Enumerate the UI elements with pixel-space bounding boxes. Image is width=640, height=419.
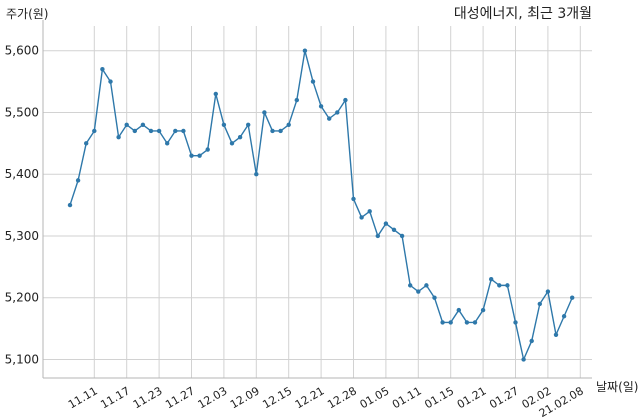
data-point	[302, 48, 308, 53]
data-point	[497, 283, 502, 288]
x-tick-label: 01.27	[487, 384, 521, 411]
data-point	[327, 116, 332, 121]
data-point	[343, 97, 348, 103]
y-tick-label: 5,400	[5, 167, 39, 181]
data-point	[286, 122, 291, 128]
data-point	[189, 153, 194, 158]
data-point	[181, 128, 186, 134]
data-point	[480, 307, 486, 313]
y-tick-label: 5,600	[5, 44, 39, 58]
data-point	[440, 320, 445, 325]
data-point	[553, 332, 559, 337]
data-point	[124, 122, 129, 128]
data-point	[408, 283, 413, 288]
data-point	[570, 295, 575, 300]
data-point	[513, 320, 518, 325]
data-point	[100, 67, 105, 72]
x-tick-label: 12.03	[196, 384, 230, 411]
x-tick-label: 11.23	[131, 384, 165, 411]
data-point	[254, 172, 259, 177]
y-tick-label: 5,500	[5, 105, 39, 119]
data-point	[310, 79, 316, 84]
data-point	[351, 196, 356, 202]
x-tick-label: 01.21	[455, 384, 489, 411]
x-tick-label: 12.21	[293, 384, 327, 411]
data-point	[391, 227, 397, 232]
data-point	[521, 357, 526, 362]
data-point	[140, 122, 146, 128]
y-tick-label: 5,100	[5, 352, 39, 366]
data-point	[148, 128, 154, 134]
data-point	[246, 122, 251, 128]
data-point	[432, 295, 437, 300]
data-point	[116, 134, 121, 140]
data-point	[294, 97, 299, 103]
y-tick-label: 5,300	[5, 229, 39, 243]
x-tick-label: 12.15	[260, 384, 294, 411]
data-point	[383, 221, 389, 226]
x-tick-label: 01.05	[358, 384, 392, 411]
data-point	[213, 91, 218, 97]
data-point	[505, 283, 510, 288]
data-point	[92, 128, 97, 134]
data-point	[545, 289, 551, 294]
x-tick-label: 11.11	[66, 384, 100, 411]
data-point	[464, 320, 470, 325]
x-tick-label: 11.27	[163, 384, 197, 411]
data-point	[173, 128, 178, 134]
data-point	[399, 233, 405, 239]
data-point	[270, 128, 275, 134]
x-tick-label: 12.09	[228, 384, 262, 411]
data-point	[416, 289, 421, 294]
x-tick-label: 12.28	[325, 384, 359, 411]
data-point	[375, 233, 380, 239]
data-point	[156, 128, 162, 134]
data-point	[278, 128, 283, 134]
data-point	[197, 153, 202, 158]
data-point	[229, 141, 235, 146]
data-point	[108, 79, 113, 84]
price-points	[67, 48, 575, 362]
data-point	[221, 122, 227, 128]
chart-title: 대성에너지, 최근 3개월	[454, 6, 592, 22]
data-point	[529, 338, 534, 344]
y-tick-labels: 5,100 5,200 5,300 5,400 5,500 5,600	[5, 44, 39, 367]
data-point	[359, 215, 364, 220]
x-tick-label: 11.17	[98, 384, 132, 411]
data-point	[489, 276, 494, 282]
data-point	[448, 320, 453, 325]
data-point	[262, 110, 267, 115]
data-point	[237, 134, 243, 140]
x-tick-label: 01.15	[422, 384, 456, 411]
data-point	[318, 104, 324, 109]
data-point	[561, 314, 567, 319]
data-point	[472, 320, 478, 325]
data-point	[205, 147, 210, 152]
gridlines	[43, 26, 592, 378]
data-point	[367, 209, 372, 214]
data-point	[537, 301, 542, 307]
y-tick-label: 5,200	[5, 291, 39, 305]
data-point	[67, 202, 73, 208]
data-point	[335, 110, 340, 115]
axes	[42, 20, 592, 379]
x-tick-label: 01.11	[390, 384, 424, 411]
data-point	[75, 178, 81, 183]
data-point	[84, 141, 89, 146]
data-point	[165, 141, 170, 146]
data-point	[456, 307, 461, 313]
data-point	[424, 283, 429, 288]
y-axis-label: 주가(원)	[6, 7, 48, 21]
x-axis-label: 날짜(일)	[596, 380, 638, 394]
x-tick-labels: 11.1111.1711.2311.2712.0312.0912.1512.21…	[66, 384, 586, 419]
data-point	[132, 128, 137, 134]
